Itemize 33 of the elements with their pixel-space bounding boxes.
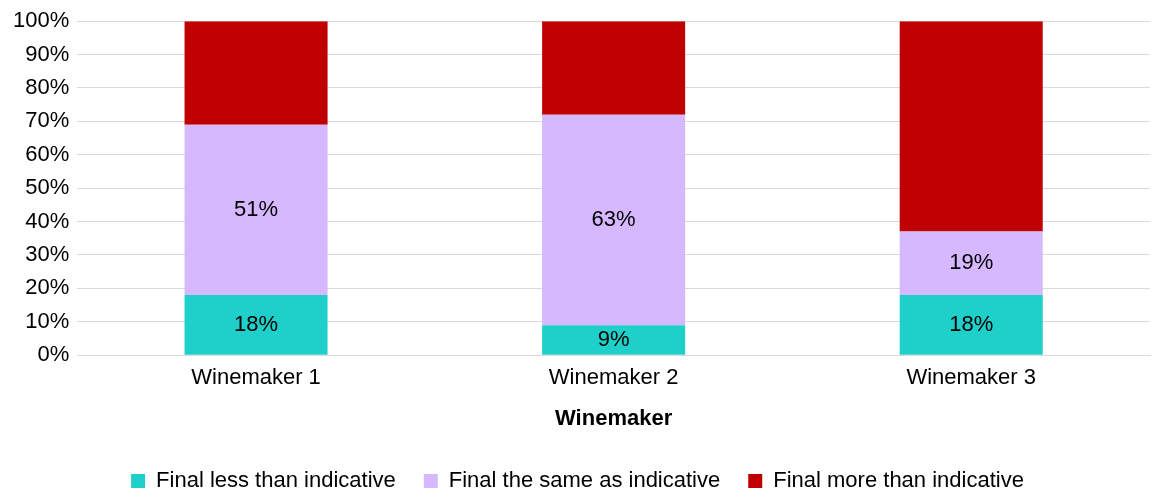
bar (899, 295, 1043, 355)
x-tick-label: Winemaker 1 (191, 364, 321, 390)
data-label: 63% (591, 205, 636, 231)
bar (899, 231, 1043, 296)
bar (542, 114, 686, 326)
data-label: 51% (234, 195, 279, 221)
legend-label: Final the same as indicative (448, 467, 721, 493)
y-tick-label: 0% (37, 341, 70, 367)
x-tick-label: Winemaker 3 (906, 364, 1037, 390)
bar (899, 21, 1043, 232)
bar (184, 21, 328, 125)
bar (184, 124, 328, 296)
y-tick-label: 100% (12, 7, 70, 33)
y-tick-label: 70% (25, 107, 70, 133)
x-tick-label: Winemaker 2 (548, 364, 679, 390)
y-tick-label: 40% (25, 207, 70, 233)
bar (542, 325, 686, 355)
legend-label: Final more than indicative (773, 467, 1024, 493)
y-tick-label: 50% (25, 174, 70, 200)
y-tick-label: 30% (25, 241, 70, 267)
data-label: 18% (949, 310, 994, 336)
x-axis-title: Winemaker (555, 404, 673, 430)
bar (542, 21, 686, 115)
y-tick-label: 10% (25, 307, 70, 333)
data-label: 18% (234, 310, 279, 336)
bar (184, 295, 328, 355)
data-label: 9% (597, 325, 630, 351)
y-tick-label: 60% (25, 140, 70, 166)
y-tick-label: 80% (25, 74, 70, 100)
y-tick-label: 90% (25, 40, 70, 66)
legend-label: Final less than indicative (156, 467, 396, 493)
y-tick-label: 20% (25, 274, 70, 300)
data-label: 19% (949, 249, 994, 275)
